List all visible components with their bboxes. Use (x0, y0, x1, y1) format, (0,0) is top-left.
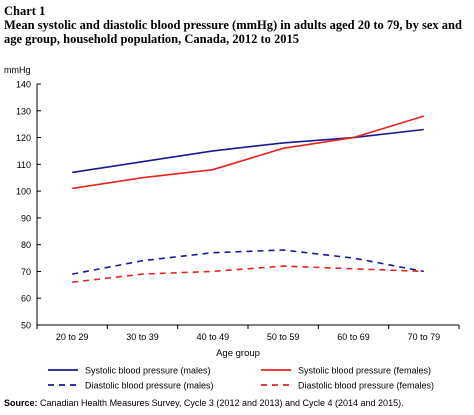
data-point (282, 147, 284, 149)
data-point (71, 187, 73, 189)
y-tick-label: 140 (16, 80, 31, 90)
x-tick-label: 20 to 29 (56, 332, 89, 342)
y-tick-label: 100 (16, 187, 31, 197)
data-point (71, 273, 73, 275)
series-line-2 (72, 115, 425, 190)
data-point (282, 142, 284, 144)
data-point (282, 249, 284, 251)
y-tick-label: 120 (16, 133, 31, 143)
series-line-1 (72, 128, 424, 174)
data-point (212, 252, 214, 254)
data-point (142, 161, 144, 163)
x-axis-label: Age group (216, 348, 260, 359)
data-point (282, 265, 284, 267)
data-point (212, 150, 214, 152)
data-point (71, 171, 73, 173)
data-point (423, 129, 425, 131)
source-label: Source: (4, 398, 38, 408)
source-text: Canadian Health Measures Survey, Cycle 3… (37, 398, 404, 408)
series-line-3 (72, 249, 424, 275)
legend-label: Diastolic blood pressure (females) (298, 381, 434, 391)
chart-title: Mean systolic and diastolic blood pressu… (4, 18, 462, 46)
y-tick-label: 70 (21, 267, 31, 277)
data-point (353, 137, 355, 139)
data-point (142, 177, 144, 179)
chart-header: Chart 1 Mean systolic and diastolic bloo… (4, 4, 470, 46)
chart-number: Chart 1 (4, 4, 46, 18)
source-note: Source: Canadian Health Measures Survey,… (4, 398, 404, 408)
x-tick-label: 40 to 49 (197, 332, 230, 342)
data-point (212, 169, 214, 171)
data-point (353, 268, 355, 270)
data-point (423, 115, 425, 117)
y-tick-label: 80 (21, 240, 31, 250)
x-tick-label: 30 to 39 (126, 332, 159, 342)
legend-label: Systolic blood pressure (males) (85, 366, 211, 376)
data-point (353, 257, 355, 259)
series-line-4 (72, 265, 424, 283)
y-tick-label: 90 (21, 213, 31, 223)
y-tick-label: 110 (17, 160, 31, 170)
y-tick-label: 60 (21, 294, 31, 304)
data-point (142, 260, 144, 262)
legend-label: Diastolic blood pressure (males) (85, 381, 214, 391)
data-point (212, 270, 214, 272)
y-axis-label: mmHg (4, 65, 31, 75)
y-tick-label: 50 (21, 321, 31, 331)
data-point (71, 281, 73, 283)
x-tick-label: 70 to 79 (408, 332, 441, 342)
legend-label: Systolic blood pressure (females) (298, 366, 431, 376)
data-point (423, 270, 425, 272)
data-point (142, 273, 144, 275)
x-tick-label: 60 to 69 (337, 332, 370, 342)
x-tick-label: 50 to 59 (267, 332, 300, 342)
y-tick-label: 130 (16, 106, 31, 116)
